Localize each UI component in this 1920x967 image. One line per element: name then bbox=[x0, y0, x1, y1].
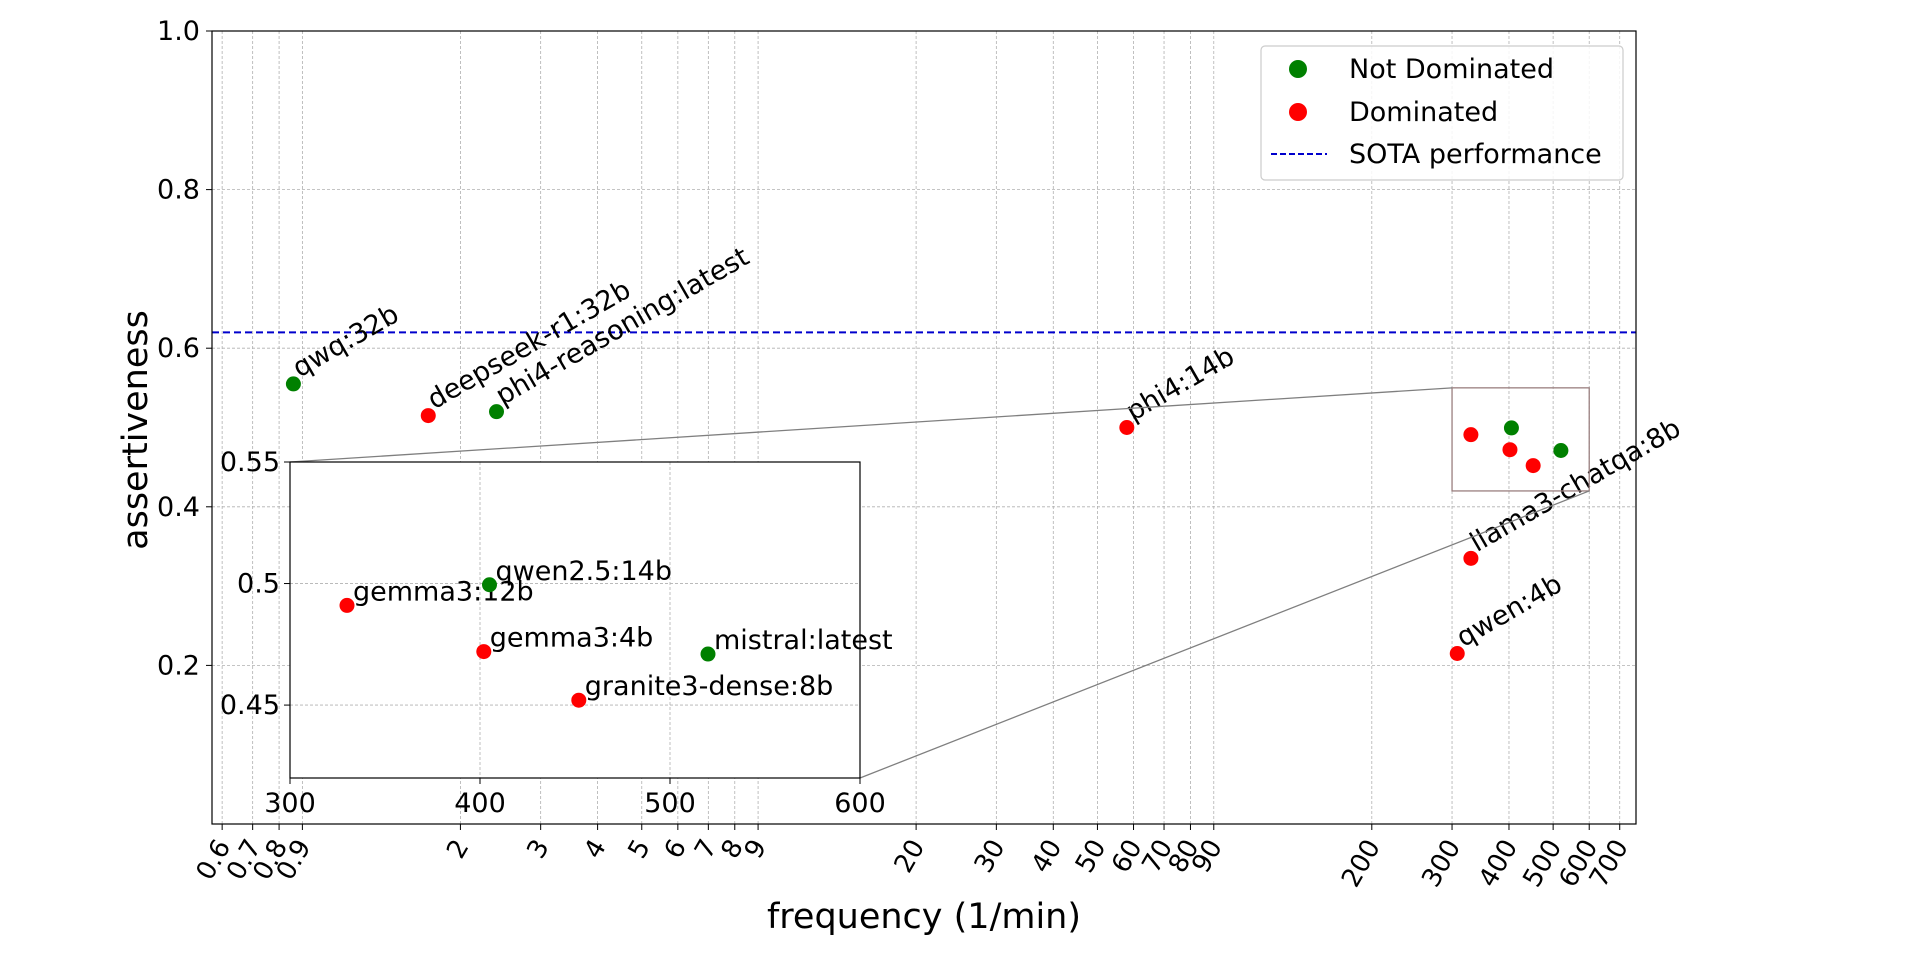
point-label-gemma3-4b: gemma3:4b bbox=[490, 623, 654, 654]
inset-point-gemma3-4b bbox=[476, 644, 492, 660]
inset-plot: 300 400 500 600 0.45 0.5 0.55 gemma3:12bqwen2.5… bbox=[220, 447, 893, 819]
x-tick-label: 5 bbox=[623, 835, 657, 864]
inset-point-gemma3-12b bbox=[339, 597, 355, 613]
inset-x-tick-label: 500 bbox=[644, 788, 696, 819]
legend-box bbox=[1260, 45, 1624, 181]
inset-background bbox=[290, 462, 860, 778]
zoom-connector bbox=[289, 387, 1453, 463]
x-tick-label: 3 bbox=[521, 835, 555, 864]
legend-marker-not-dominated bbox=[1289, 60, 1307, 78]
legend-label-sota: SOTA performance bbox=[1349, 139, 1602, 170]
inset-x-tick-label: 400 bbox=[454, 788, 506, 819]
x-tick-label: 200 bbox=[1336, 835, 1387, 893]
point-label-qwq-32b: qwq:32b bbox=[287, 299, 404, 384]
inset-frame bbox=[289, 461, 861, 779]
point-label-qwen2-5-14b: qwen2.5:14b bbox=[496, 556, 672, 587]
zoom-connector bbox=[859, 490, 1590, 779]
legend-marker-dominated bbox=[1289, 103, 1307, 121]
point-gemma3-4b bbox=[1502, 442, 1518, 458]
x-axis-label: frequency (1/min) bbox=[767, 897, 1081, 937]
x-tick-label: 20 bbox=[889, 835, 932, 879]
point-phi4-reasoning-latest bbox=[489, 404, 505, 420]
legend: Not Dominated Dominated SOTA performance bbox=[1260, 45, 1624, 181]
point-qwen-4b bbox=[1449, 646, 1465, 662]
y-tick-labels: 0.2 0.4 0.6 0.8 1.0 bbox=[157, 16, 212, 681]
point-label-gemma3-12b: gemma3:12b bbox=[353, 576, 534, 607]
point-label-phi4-14b: phi4:14b bbox=[1121, 341, 1240, 428]
point-granite3-dense-8b bbox=[1525, 458, 1541, 474]
inset-x-tick-label: 300 bbox=[264, 788, 316, 819]
y-tick-label: 0.8 bbox=[157, 175, 200, 206]
point-label-mistral-latest: mistral:latest bbox=[714, 625, 893, 656]
y-axis-label: assertiveness bbox=[116, 310, 156, 550]
inset-point-granite3-dense-8b bbox=[571, 692, 587, 708]
point-gemma3-12b bbox=[1463, 427, 1479, 443]
y-tick-label: 0.4 bbox=[157, 492, 200, 523]
point-deepseek-r1-32b bbox=[420, 408, 436, 424]
x-tick-label: 4 bbox=[578, 835, 612, 864]
x-tick-label: 2 bbox=[441, 835, 475, 864]
point-phi4-14b bbox=[1119, 420, 1135, 435]
y-tick-label: 0.2 bbox=[157, 650, 200, 681]
point-label-qwen-4b: qwen:4b bbox=[1451, 569, 1567, 654]
x-tick-label: 50 bbox=[1070, 835, 1113, 879]
inset-x-tick-label: 600 bbox=[834, 788, 886, 819]
point-qwen2-5-14b bbox=[1503, 420, 1519, 436]
x-tick-label: 30 bbox=[969, 835, 1012, 879]
y-tick-label: 1.0 bbox=[157, 16, 200, 47]
inset-y-tick-label: 0.45 bbox=[220, 690, 280, 721]
zoom-rectangle bbox=[1451, 387, 1590, 492]
point-label-llama3-chatqa-8b: llama3-chatqa:8b bbox=[1465, 413, 1686, 559]
inset-y-tick-label: 0.55 bbox=[220, 447, 280, 478]
x-tick-label: 300 bbox=[1416, 835, 1467, 893]
zoom-indicator bbox=[289, 387, 1590, 779]
point-llama3-chatqa-8b bbox=[1463, 550, 1479, 566]
point-label-granite3-dense-8b: granite3-dense:8b bbox=[585, 671, 833, 702]
inset-point-qwen2-5-14b bbox=[482, 577, 497, 593]
point-qwq-32b bbox=[285, 376, 301, 392]
x-tick-label: 400 bbox=[1473, 835, 1524, 893]
inset-y-tick-label: 0.5 bbox=[237, 569, 280, 600]
plot-frame bbox=[211, 30, 1637, 825]
x-tick-label: 6 bbox=[659, 835, 693, 864]
legend-label-not-dominated: Not Dominated bbox=[1349, 54, 1554, 85]
inset-point-mistral-latest bbox=[700, 646, 716, 662]
y-tick-label: 0.6 bbox=[157, 333, 200, 364]
point-mistral-latest bbox=[1553, 442, 1569, 458]
legend-label-dominated: Dominated bbox=[1349, 97, 1498, 128]
x-tick-label: 40 bbox=[1026, 835, 1069, 879]
